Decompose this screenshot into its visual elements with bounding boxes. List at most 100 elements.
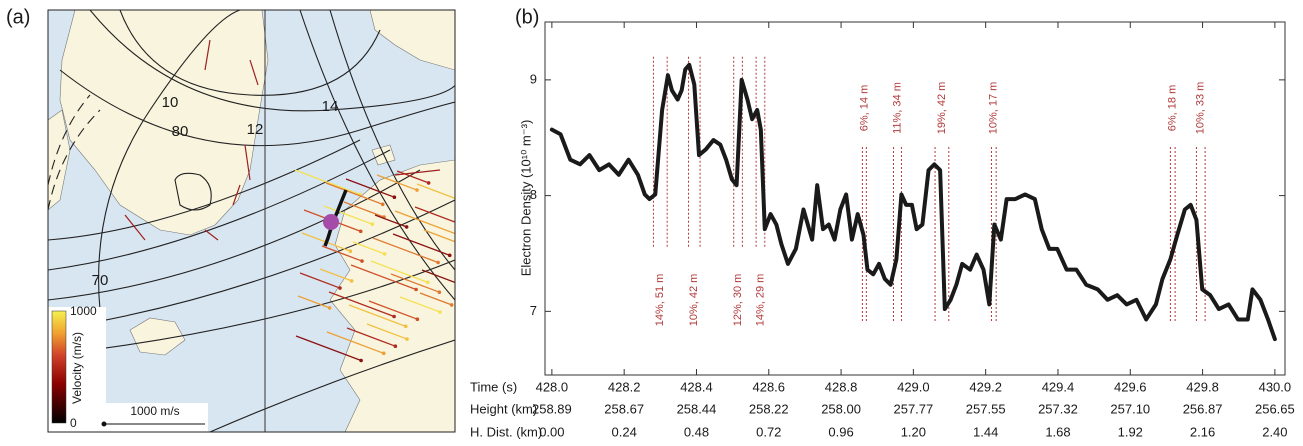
vector-head [426, 181, 431, 185]
x-row-label: 256.87 [1183, 401, 1223, 416]
vector-head [360, 259, 364, 263]
vector [421, 269, 455, 284]
velocity-vectors [124, 39, 484, 363]
x-row-name: H. Dist. (km) [470, 424, 542, 439]
vector [326, 331, 384, 354]
vector-head [480, 207, 484, 211]
vector [372, 237, 439, 264]
vector-head [471, 246, 475, 250]
annotation-label: 19%, 42 m [936, 82, 948, 135]
vector [350, 264, 417, 291]
vector [394, 210, 455, 235]
colorbar-tick: 1000 [70, 304, 97, 318]
vector [345, 178, 395, 198]
site-marker [323, 214, 339, 230]
vector-head [449, 303, 454, 307]
vector [295, 335, 362, 362]
x-tick-label: 428.4 [680, 379, 713, 394]
map: 10 80 12 14 70 1000 0 Velocity (m/s) 100… [48, 10, 484, 432]
x-row-label: 1.20 [901, 424, 926, 439]
colorbar-tick: 0 [70, 416, 77, 430]
vector [390, 273, 440, 293]
panel-label: (b) [515, 6, 539, 28]
scale-box [100, 403, 208, 432]
annotation-label: 6%, 14 m [858, 85, 870, 131]
x-row-label: 2.16 [1190, 424, 1215, 439]
vector [321, 245, 363, 262]
contour-label: 80 [172, 123, 189, 140]
x-tick-label: 429.2 [969, 379, 1002, 394]
x-row-label: 1.68 [1045, 424, 1070, 439]
vector [414, 206, 455, 223]
vector-head [348, 249, 353, 253]
vector-head [458, 234, 462, 238]
x-row-label: 257.32 [1038, 401, 1078, 416]
vector-head [393, 344, 398, 349]
vector-head [359, 358, 363, 363]
vector-head [414, 287, 418, 292]
vector-head [392, 195, 397, 199]
vector [323, 205, 373, 225]
vector [348, 304, 406, 327]
vector [294, 169, 361, 196]
vector [423, 229, 455, 243]
vector-head [447, 253, 452, 258]
x-row-name: Height (km) [470, 401, 537, 416]
annotation-label: 12%, 30 m [732, 274, 744, 327]
vector [244, 144, 251, 181]
vector-head [382, 252, 387, 256]
x-row-label: 258.00 [821, 401, 861, 416]
vector [232, 184, 241, 206]
panel-label: (a) [6, 6, 30, 28]
vector-head [405, 337, 409, 341]
vector [204, 229, 219, 241]
y-tick-label: 8 [530, 187, 537, 202]
vector-head [349, 279, 354, 283]
x-row-label: 258.67 [604, 401, 644, 416]
annotation-label: 10%, 33 m [1195, 82, 1207, 135]
plot: 7 8 9 428.0 258.89 0.00 428.2 258.67 0.24 428.4 25… [470, 21, 1295, 439]
x-tick-label: 429.4 [1042, 379, 1075, 394]
annotation-label: 10%, 42 m [688, 274, 700, 327]
x-row-label: 257.77 [893, 401, 933, 416]
vector-head [437, 290, 442, 295]
x-row-label: 0.00 [539, 424, 564, 439]
annotation-label: 14%, 51 m [654, 274, 666, 327]
vector-head [436, 260, 440, 265]
annotation-label: 6%, 18 m [1167, 85, 1179, 131]
y-tick-label: 9 [530, 71, 537, 86]
vector [416, 183, 455, 199]
vector [328, 291, 395, 318]
vector [396, 170, 429, 184]
y-axis-label: Electron Density (10¹⁰ m⁻³) [518, 120, 533, 277]
vector [370, 260, 428, 283]
annotation-label: 11%, 34 m [891, 82, 903, 134]
x-tick-label: 428.6 [752, 379, 785, 394]
x-row-label: 257.10 [1110, 401, 1150, 416]
plot-frame [544, 21, 1286, 376]
vector-head [392, 314, 396, 319]
vector [204, 39, 211, 71]
x-row-label: 258.22 [749, 401, 789, 416]
x-tick-label: 430.0 [1259, 379, 1292, 394]
vector-head [370, 222, 375, 226]
vector [376, 174, 418, 191]
x-row-label: 258.89 [532, 401, 572, 416]
vector-head [470, 227, 474, 231]
x-row-label: 258.44 [677, 401, 717, 416]
x-tick-label: 428.2 [608, 379, 641, 394]
vector [419, 292, 452, 306]
x-row-label: 257.55 [966, 401, 1006, 416]
scale-label: 1000 m/s [130, 404, 179, 418]
x-row-label: 256.65 [1255, 401, 1295, 416]
x-tick-label: 428.0 [536, 379, 569, 394]
vector [366, 323, 408, 340]
contours [48, 10, 455, 432]
vector [399, 296, 441, 313]
vector [352, 241, 385, 255]
x-row-label: 2.40 [1262, 424, 1287, 439]
contour-label: 70 [92, 272, 109, 289]
colorbar-title: Velocity (m/s) [70, 332, 84, 404]
vector [374, 214, 407, 228]
